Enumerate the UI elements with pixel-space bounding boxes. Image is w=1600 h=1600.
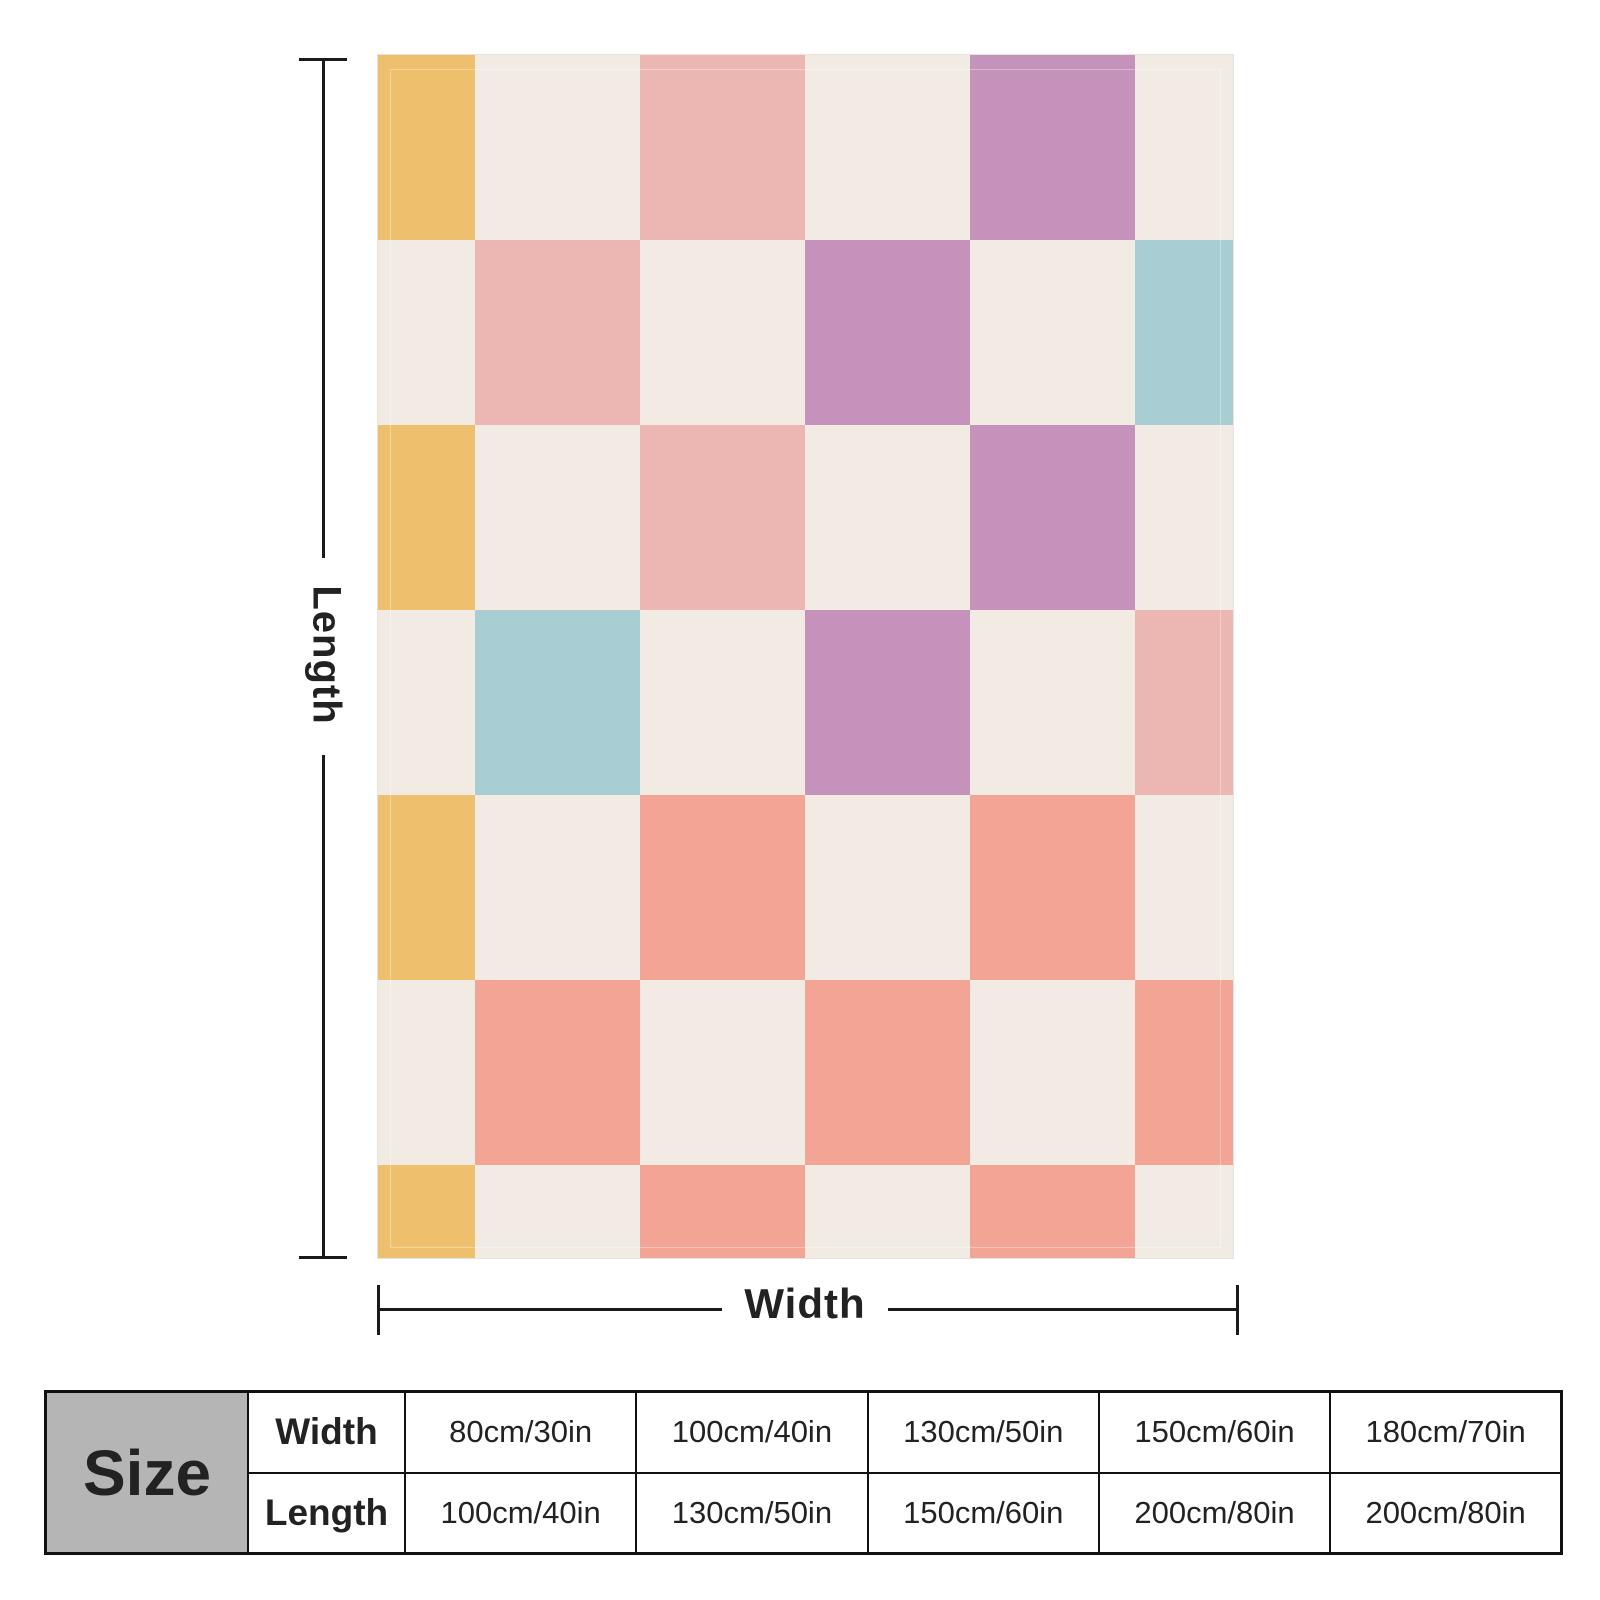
blanket-square-cream — [1135, 1165, 1233, 1258]
blanket-square-cream — [640, 610, 805, 795]
blanket-square-cream — [805, 425, 970, 610]
length-value-5: 200cm/80in — [1329, 1471, 1563, 1555]
length-value-1: 100cm/40in — [403, 1471, 638, 1555]
blanket-square-purple — [970, 55, 1135, 240]
blanket-square-cream — [475, 795, 640, 980]
width-value-2: 100cm/40in — [635, 1390, 869, 1474]
blanket-square-cream — [475, 425, 640, 610]
blanket-square-salmon — [970, 1165, 1135, 1258]
size-header: Size — [44, 1390, 249, 1555]
length-bottom-tick — [299, 1256, 347, 1259]
blanket-square-yellow — [378, 795, 475, 980]
length-value-2: 130cm/50in — [635, 1471, 869, 1555]
blanket-square-cream — [970, 610, 1135, 795]
width-line-left — [377, 1308, 722, 1311]
blanket-square-salmon — [475, 980, 640, 1165]
blanket-square-cream — [805, 795, 970, 980]
blanket-square-purple — [805, 240, 970, 425]
blanket-square-cream — [378, 240, 475, 425]
blanket-square-pink — [475, 240, 640, 425]
blanket-square-purple — [970, 425, 1135, 610]
width-value-3: 130cm/50in — [866, 1390, 1100, 1474]
blanket-square-purple — [805, 610, 970, 795]
blanket-square-pink — [640, 55, 805, 240]
blanket-square-salmon — [1135, 980, 1233, 1165]
blanket-square-yellow — [378, 55, 475, 240]
blanket-square-salmon — [970, 795, 1135, 980]
blanket-square-cream — [1135, 795, 1233, 980]
blanket-square-cream — [378, 980, 475, 1165]
blanket-square-cream — [970, 980, 1135, 1165]
length-line-upper — [322, 58, 325, 558]
blanket-square-salmon — [640, 1165, 805, 1258]
length-line-lower — [322, 755, 325, 1258]
blanket-square-yellow — [378, 1165, 475, 1258]
row-label-length: Length — [247, 1471, 406, 1555]
width-value-1: 80cm/30in — [403, 1390, 638, 1474]
size-chart-table: Size Width 80cm/30in 100cm/40in 130cm/50… — [44, 1390, 1563, 1555]
width-right-tick — [1236, 1285, 1239, 1335]
blanket-square-cream — [970, 240, 1135, 425]
blanket-square-pink — [1135, 610, 1233, 795]
blanket-square-cream — [1135, 55, 1233, 240]
width-line-right — [888, 1308, 1238, 1311]
blanket-square-teal — [1135, 240, 1233, 425]
blanket-square-cream — [640, 240, 805, 425]
blanket-square-yellow — [378, 425, 475, 610]
width-value-5: 180cm/70in — [1329, 1390, 1563, 1474]
blanket-square-teal — [475, 610, 640, 795]
checkered-blanket-image — [378, 55, 1233, 1258]
row-label-width: Width — [247, 1390, 406, 1474]
width-value-4: 150cm/60in — [1097, 1390, 1332, 1474]
size-row-length: Length 100cm/40in 130cm/50in 150cm/60in … — [46, 1471, 1563, 1555]
blanket-square-cream — [475, 55, 640, 240]
blanket-square-cream — [378, 610, 475, 795]
blanket-square-cream — [475, 1165, 640, 1258]
blanket-square-salmon — [640, 795, 805, 980]
blanket-square-cream — [640, 980, 805, 1165]
blanket-square-pink — [640, 425, 805, 610]
blanket-square-salmon — [805, 980, 970, 1165]
length-value-4: 200cm/80in — [1097, 1471, 1332, 1555]
length-value-3: 150cm/60in — [866, 1471, 1100, 1555]
width-label: Width — [744, 1280, 866, 1327]
blanket-square-cream — [805, 55, 970, 240]
blanket-square-cream — [1135, 425, 1233, 610]
blanket-square-cream — [805, 1165, 970, 1258]
size-row-width: Size Width 80cm/30in 100cm/40in 130cm/50… — [44, 1390, 1563, 1555]
